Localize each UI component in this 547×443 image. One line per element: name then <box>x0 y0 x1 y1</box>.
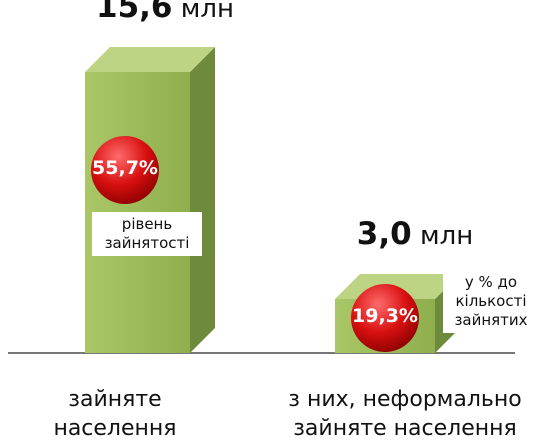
unit: млн <box>172 0 234 24</box>
value-number: 3,0 <box>356 215 412 252</box>
badge-label: 19,3% <box>352 305 418 327</box>
value-label: 15,6 млн <box>65 0 265 25</box>
badge-circle <box>351 284 419 352</box>
caption: рівень зайнятості <box>92 212 202 256</box>
value-number: 15,6 <box>96 0 173 25</box>
unit: млн <box>411 220 474 251</box>
bar-top <box>85 47 215 72</box>
bar-side <box>190 47 215 353</box>
category-label: з них, неформально зайняте населення <box>288 387 522 441</box>
badge-label: 55,7% <box>92 157 158 179</box>
badge-circle <box>91 136 159 204</box>
category-label: зайняте населення <box>53 387 177 441</box>
caption: у % до кількості зайнятих <box>443 270 539 333</box>
value-label: 3,0 млн <box>315 216 515 252</box>
